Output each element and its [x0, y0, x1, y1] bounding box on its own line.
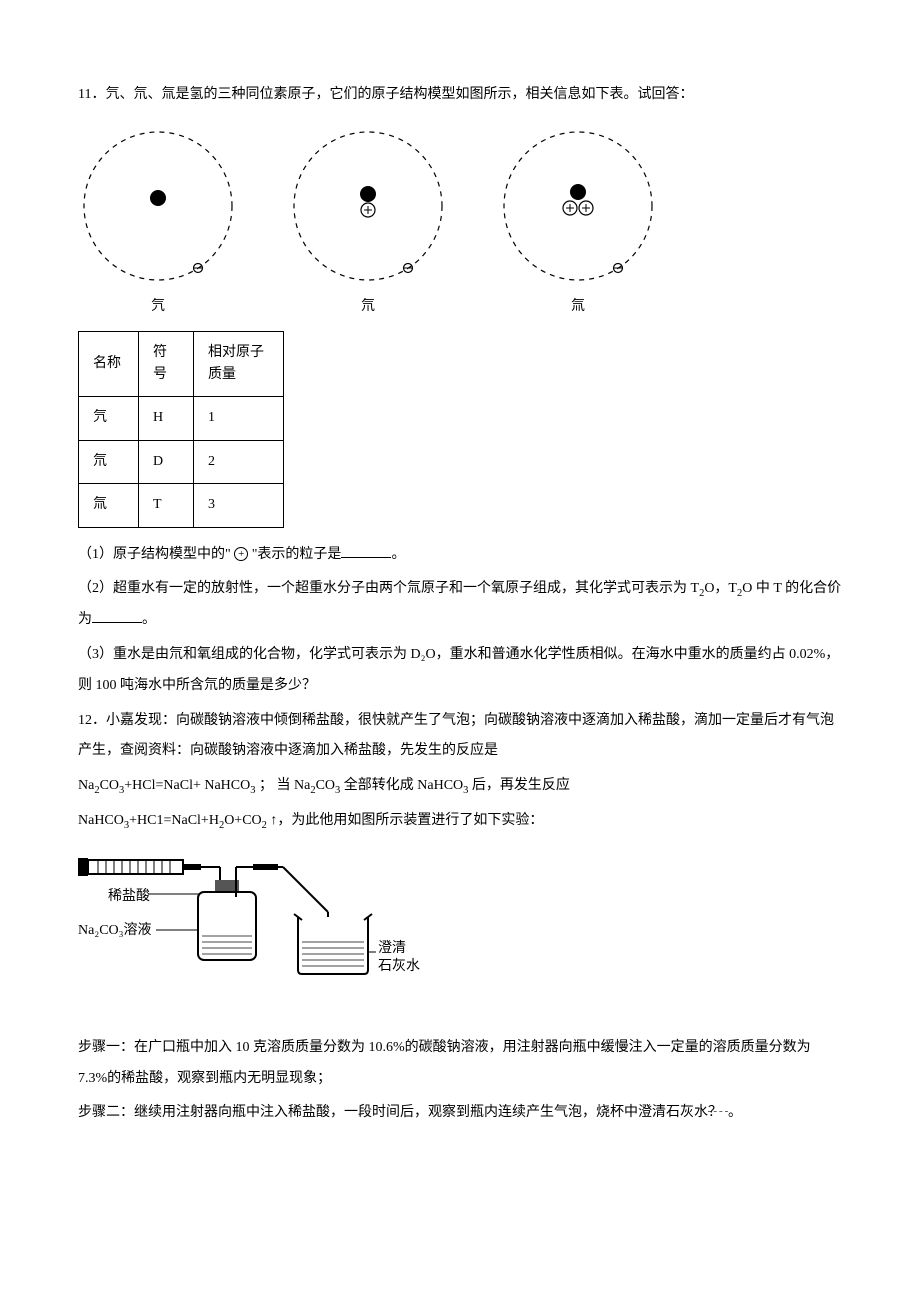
q11-p3: （3）重水是由氘和氧组成的化合物，化学式可表示为 D₂O，重水和普通水化学性质相… [78, 640, 842, 702]
cell: 1 [194, 397, 284, 440]
text: "表示的粒子是 [248, 547, 341, 562]
circled-plus-icon: + [234, 547, 248, 561]
table-row: 氘 D 2 [79, 440, 284, 483]
text: （1）原子结构模型中的" [78, 547, 234, 562]
cell: D [139, 440, 194, 483]
text: CO [316, 778, 335, 793]
text: 步骤二：继续用注射器向瓶中注入稀盐酸，一段时间后，观察到瓶内连续产生气泡，烧杯中… [78, 1105, 708, 1120]
text: NaHCO [78, 813, 124, 828]
q12-eq1: Na2CO3+HCl=NaCl+ NaHCO3 ； 当 Na2CO3 全部转化成… [78, 771, 842, 802]
text: 。 [728, 1105, 742, 1120]
blank [92, 609, 142, 623]
table-row: 名称 符号 相对原子质量 [79, 331, 284, 397]
q11-p2: （2）超重水有一定的放射性，一个超重水分子由两个氚原子和一个氧原子组成，其化学式… [78, 574, 842, 636]
q12-step2: 步骤二：继续用注射器向瓶中注入稀盐酸，一段时间后，观察到瓶内连续产生气泡，烧杯中… [78, 1098, 842, 1129]
q12-eq2: NaHCO3+HC1=NaCl+H2O+CO2 ↑，为此他用如图所示装置进行了如… [78, 806, 842, 837]
label-lime1: 澄清 [378, 940, 406, 956]
label-lime2: 石灰水 [378, 958, 420, 974]
label-soda: Na₂CO₃溶液 [78, 922, 152, 938]
text: +HC1=NaCl+H [129, 813, 219, 828]
text: ； 当 Na [256, 778, 311, 793]
atom-svg-tritium [498, 126, 658, 286]
q11-p1: （1）原子结构模型中的" + "表示的粒子是 。 [78, 540, 842, 571]
apparatus-svg: 稀盐酸 Na₂CO₃溶液 澄清 石灰水 [78, 852, 428, 1002]
th-name: 名称 [79, 331, 139, 397]
text: 全部转化成 NaHCO [340, 778, 463, 793]
table-row: 氚 T 3 [79, 484, 284, 527]
text: O+CO [224, 813, 261, 828]
th-mass: 相对原子质量 [194, 331, 284, 397]
th-symbol: 符号 [139, 331, 194, 397]
isotope-table: 名称 符号 相对原子质量 氕 H 1 氘 D 2 氚 T 3 [78, 331, 284, 528]
q11-intro: 11．氕、氘、氚是氢的三种同位素原子，它们的原子结构模型如图所示，相关信息如下表… [78, 80, 842, 111]
q12-intro: 12．小嘉发现：向碳酸钠溶液中倾倒稀盐酸，很快就产生了气泡；向碳酸钠溶液中逐滴加… [78, 706, 842, 768]
label-acid: 稀盐酸 [108, 888, 150, 904]
text: ↑，为此他用如图所示装置进行了如下实验： [267, 813, 544, 828]
blank-dotted: ？ [708, 1098, 728, 1112]
text: 。 [142, 612, 156, 627]
text: 后，再发生反应 [468, 778, 570, 793]
blank [341, 544, 391, 558]
atom-deuterium: 氘 [288, 126, 448, 323]
cell: 氘 [79, 440, 139, 483]
text: +HCl=NaCl+ NaHCO [124, 778, 250, 793]
cell: T [139, 484, 194, 527]
atom-tritium: 氚 [498, 126, 658, 323]
text: ？ [708, 1105, 722, 1120]
cell: H [139, 397, 194, 440]
atom-protium: 氕 [78, 126, 238, 323]
text: 。 [391, 547, 405, 562]
cell: 氚 [79, 484, 139, 527]
atom-label-0: 氕 [151, 292, 165, 323]
text: （2）超重水有一定的放射性，一个超重水分子由两个氚原子和一个氧原子组成，其化学式… [78, 581, 699, 596]
apparatus-diagram: 稀盐酸 Na₂CO₃溶液 澄清 石灰水 [78, 852, 842, 1015]
text: CO [100, 778, 119, 793]
atom-label-2: 氚 [571, 292, 585, 323]
text: O，T [704, 581, 737, 596]
atom-diagrams: 氕 氘 氚 [78, 126, 842, 323]
q12-step1: 步骤一：在广口瓶中加入 10 克溶质质量分数为 10.6%的碳酸钠溶液，用注射器… [78, 1033, 842, 1095]
text: Na [78, 778, 94, 793]
atom-svg-deuterium [288, 126, 448, 286]
cell: 氕 [79, 397, 139, 440]
atom-svg-protium [78, 126, 238, 286]
cell: 3 [194, 484, 284, 527]
cell: 2 [194, 440, 284, 483]
atom-label-1: 氘 [361, 292, 375, 323]
table-row: 氕 H 1 [79, 397, 284, 440]
